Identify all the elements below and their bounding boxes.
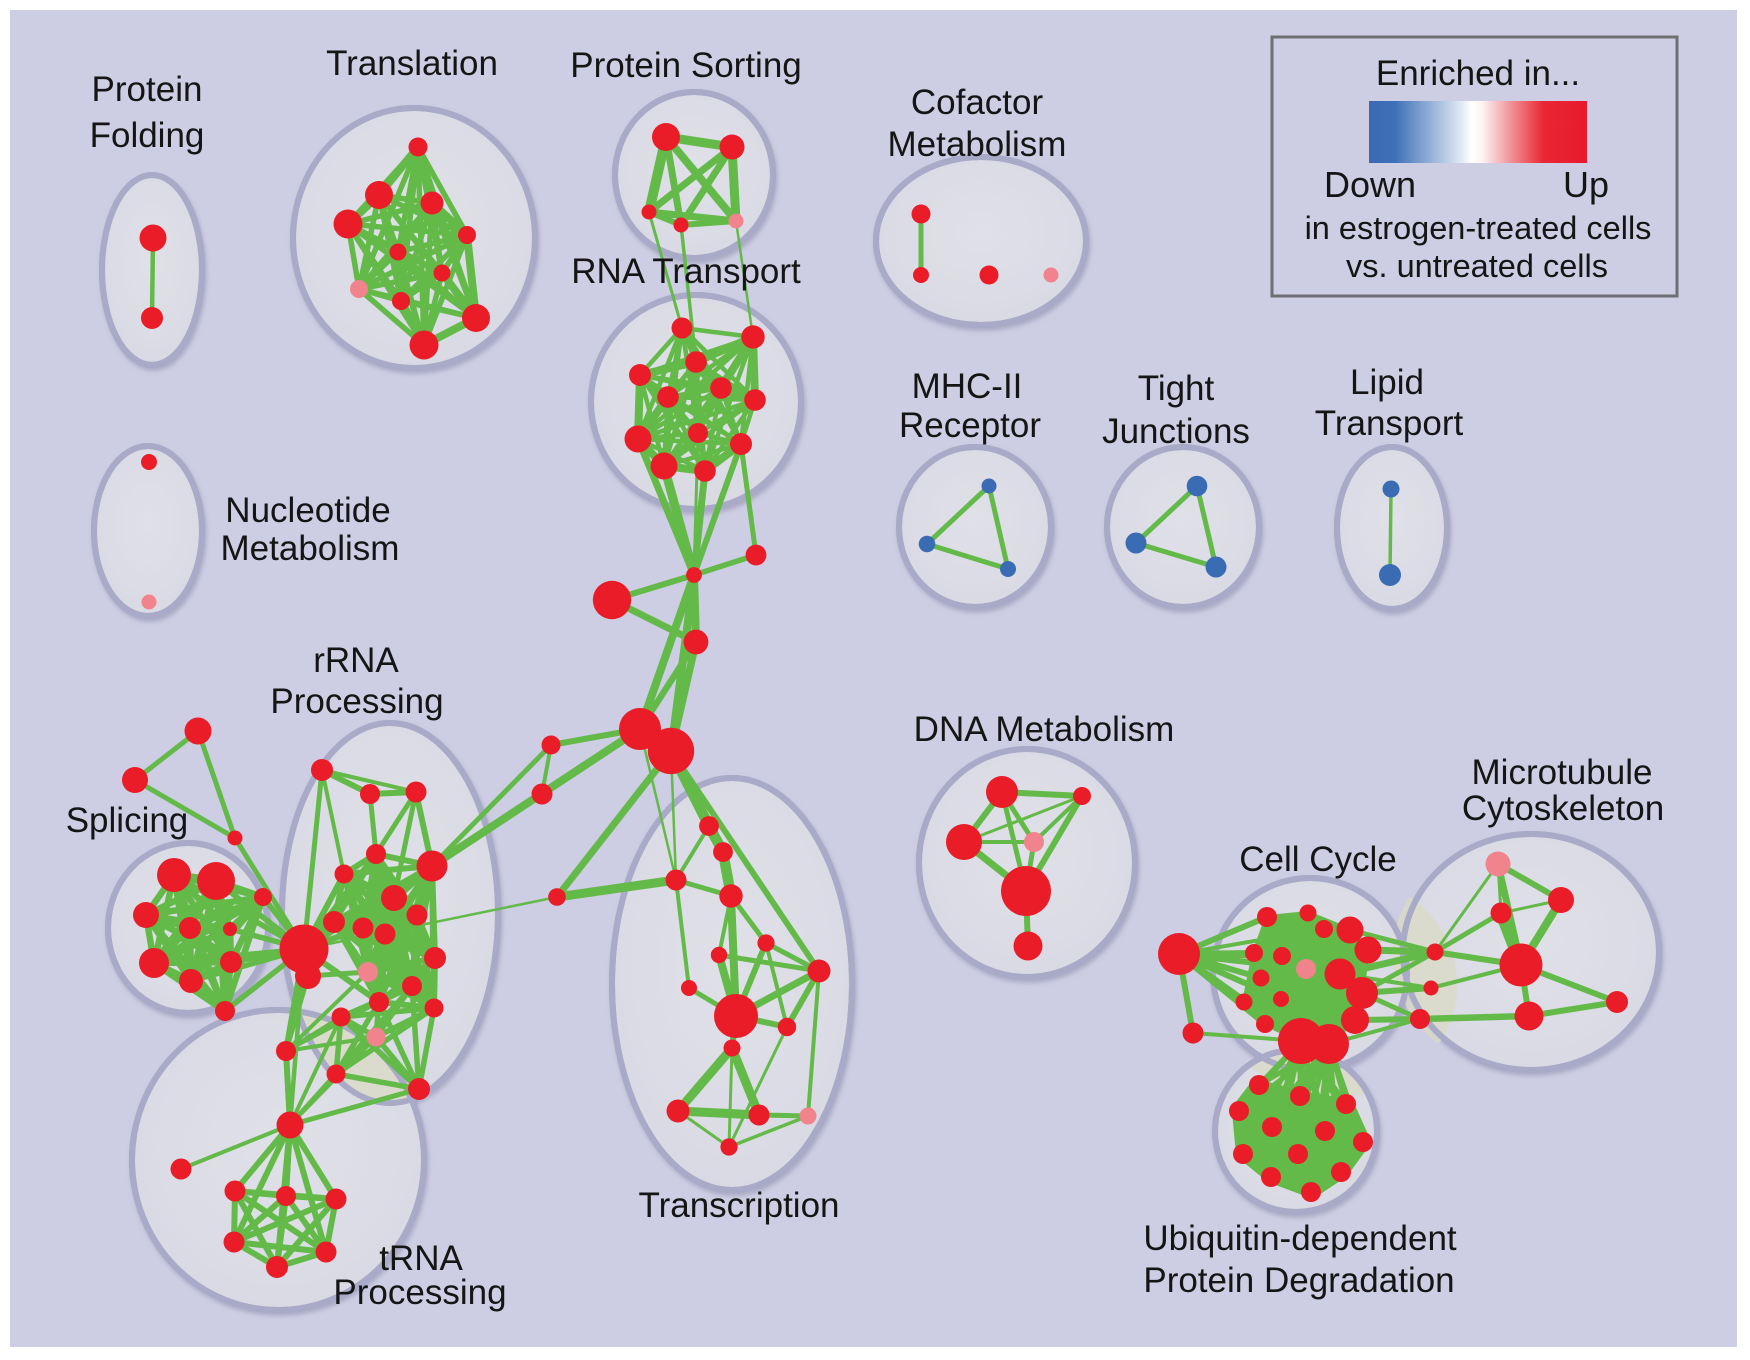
svg-text:Processing: Processing xyxy=(270,682,443,721)
svg-text:Metabolism: Metabolism xyxy=(221,529,400,568)
svg-text:Folding: Folding xyxy=(90,116,205,155)
svg-text:Protein: Protein xyxy=(92,70,203,109)
svg-text:Nucleotide: Nucleotide xyxy=(225,491,390,530)
svg-text:Tight: Tight xyxy=(1138,369,1215,408)
svg-text:Lipid: Lipid xyxy=(1350,363,1424,402)
svg-text:rRNA: rRNA xyxy=(313,641,399,680)
svg-text:Transport: Transport xyxy=(1315,404,1464,443)
svg-text:Up: Up xyxy=(1563,164,1609,205)
svg-text:Enriched in...: Enriched in... xyxy=(1376,54,1580,93)
svg-text:Cofactor: Cofactor xyxy=(911,83,1044,122)
svg-text:Junctions: Junctions xyxy=(1102,412,1250,451)
svg-text:DNA Metabolism: DNA Metabolism xyxy=(914,710,1175,749)
svg-text:Down: Down xyxy=(1324,164,1416,205)
svg-text:Protein Degradation: Protein Degradation xyxy=(1143,1261,1454,1300)
svg-text:Ubiquitin-dependent: Ubiquitin-dependent xyxy=(1143,1219,1457,1258)
svg-text:Transcription: Transcription xyxy=(639,1186,840,1225)
svg-text:Metabolism: Metabolism xyxy=(888,125,1067,164)
svg-text:vs. untreated cells: vs. untreated cells xyxy=(1346,248,1608,284)
svg-text:Cytoskeleton: Cytoskeleton xyxy=(1462,789,1664,828)
svg-text:Receptor: Receptor xyxy=(899,406,1041,445)
svg-text:tRNA: tRNA xyxy=(379,1239,463,1278)
svg-text:Protein Sorting: Protein Sorting xyxy=(570,46,802,85)
svg-text:RNA Transport: RNA Transport xyxy=(571,252,801,291)
svg-text:Microtubule: Microtubule xyxy=(1472,753,1653,792)
svg-text:Cell Cycle: Cell Cycle xyxy=(1239,840,1397,879)
svg-text:MHC-II: MHC-II xyxy=(912,367,1023,406)
svg-text:Translation: Translation xyxy=(326,44,498,83)
svg-text:Processing: Processing xyxy=(333,1273,506,1312)
svg-text:in estrogen-treated cells: in estrogen-treated cells xyxy=(1305,210,1652,246)
svg-text:Splicing: Splicing xyxy=(66,801,189,840)
